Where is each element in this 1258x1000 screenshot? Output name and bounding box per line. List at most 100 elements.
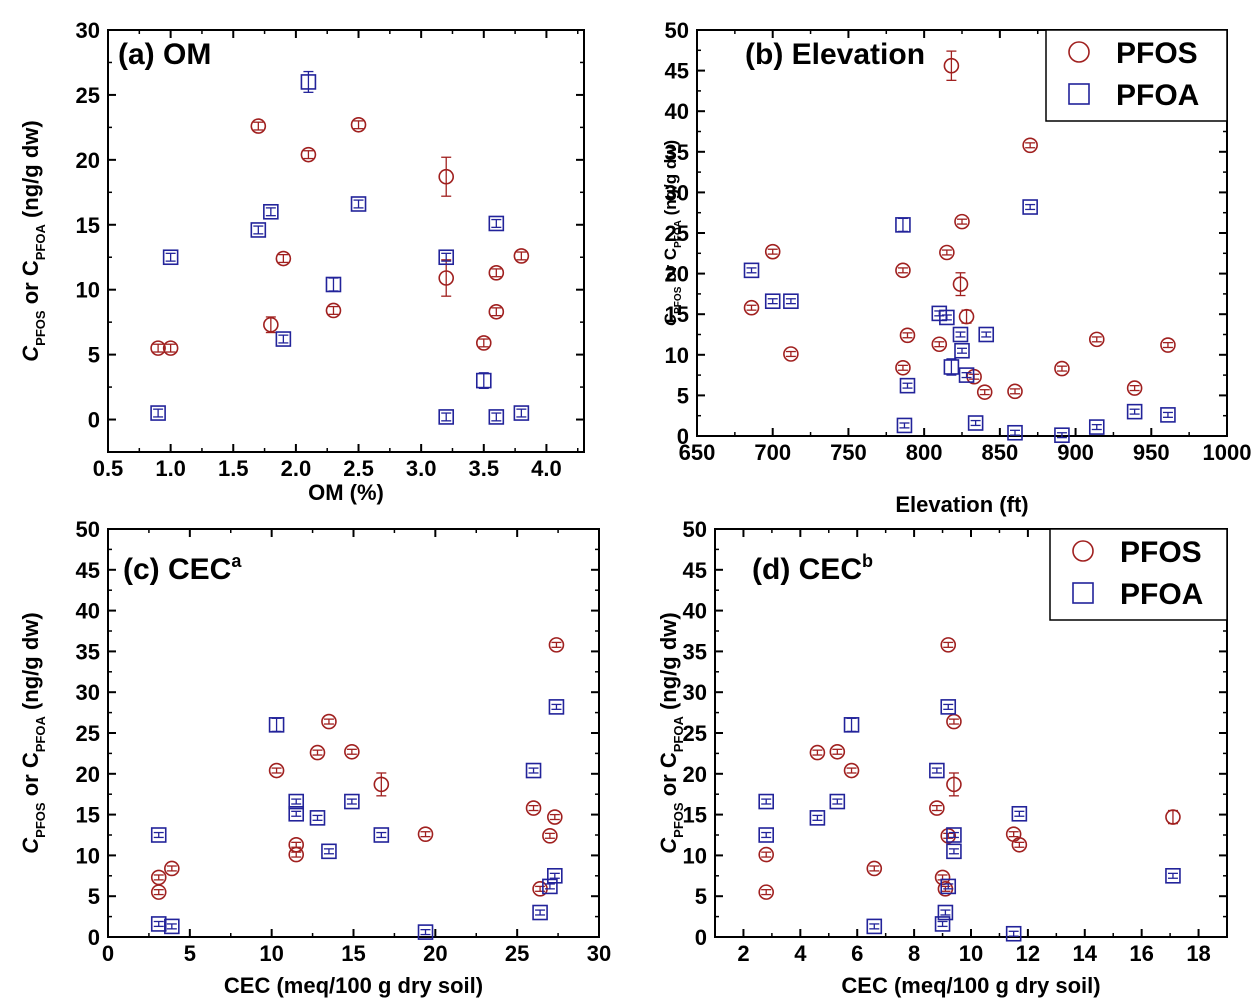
x-tick-label: 10: [259, 941, 283, 966]
y-tick-label: 40: [76, 599, 100, 624]
panel-title: (d) CECb: [752, 551, 873, 586]
x-tick-label: 20: [423, 941, 447, 966]
series-pfos: [758, 637, 1181, 900]
legend-label-pfos: PFOS: [1116, 37, 1198, 70]
pfos-point: [344, 743, 360, 760]
pfos-point: [940, 637, 957, 653]
x-tick-label: 16: [1129, 941, 1153, 966]
pfoa-point: [525, 762, 542, 779]
x-tick-label: 8: [908, 941, 920, 966]
pfoa-point: [263, 203, 279, 220]
panel-title-superscript: a: [231, 551, 242, 571]
y-tick-label: 20: [665, 262, 689, 287]
pfos-point: [1007, 383, 1023, 400]
y-tick-label: 30: [76, 680, 100, 705]
pfos-point: [783, 346, 799, 362]
x-tick-label: 5: [184, 941, 196, 966]
legend: PFOS PFOA: [1049, 528, 1228, 621]
pfoa-point: [288, 793, 305, 810]
y-tick-label: 10: [683, 843, 707, 868]
y-tick-label: 0: [88, 925, 100, 950]
x-tick-label: 1.0: [155, 456, 186, 481]
series-pfoa: [150, 699, 565, 940]
pfoa-point: [268, 717, 285, 733]
pfos-point: [758, 846, 775, 863]
pfos-point: [931, 336, 948, 353]
pfoa-point: [275, 331, 292, 347]
x-tick-label: 2.5: [343, 456, 374, 481]
pfoa-point: [843, 717, 860, 733]
pfos-point: [809, 744, 826, 761]
pfoa-point: [150, 916, 167, 932]
pfos-point: [743, 299, 760, 316]
legend-marker-pfos: [1068, 41, 1090, 63]
y-tick-label: 20: [76, 148, 100, 173]
pfoa-point: [783, 293, 799, 310]
series-pfos: [743, 50, 1176, 400]
legend-marker-pfos: [1072, 540, 1094, 562]
pfos-point: [958, 308, 975, 325]
pfoa-point: [438, 409, 455, 425]
pfoa-point: [978, 326, 995, 343]
pfoa-point: [764, 293, 781, 310]
pfos-point: [475, 335, 492, 351]
pfos-point: [1011, 836, 1028, 853]
pfos-point: [268, 762, 285, 779]
pfoa-point: [866, 918, 883, 935]
pfos-point: [288, 846, 305, 863]
pfoa-point: [321, 843, 337, 860]
pfos-point: [952, 276, 969, 292]
pfoa-point: [940, 878, 957, 895]
pfoa-point: [899, 377, 916, 394]
pfoa-point: [743, 262, 760, 279]
panel-title: (c) CECa: [123, 551, 242, 586]
pfos-point: [943, 57, 960, 74]
pfos-point: [929, 800, 945, 816]
pfoa-point: [513, 405, 530, 421]
y-tick-label: 10: [76, 278, 100, 303]
pfoa-point: [946, 843, 962, 860]
pfoa-point: [1007, 424, 1023, 441]
x-tick-label: 1.5: [218, 456, 249, 481]
pfoa-point: [896, 417, 913, 434]
pfoa-point: [488, 409, 505, 425]
pfos-point: [488, 265, 505, 281]
x-tick-label: 2.0: [281, 456, 312, 481]
x-tick-label: 4.0: [531, 456, 562, 481]
y-tick-label: 15: [665, 302, 689, 327]
pfoa-point: [350, 196, 367, 212]
x-tick-label: 15: [341, 941, 365, 966]
pfoa-point: [300, 74, 317, 90]
pfos-point: [1022, 137, 1038, 154]
pfos-point: [417, 826, 434, 842]
pfos-point: [300, 146, 317, 163]
pfoa-point: [548, 699, 565, 715]
pfos-point: [438, 168, 455, 185]
x-tick-label: 950: [1133, 440, 1170, 465]
pfos-point: [895, 359, 911, 376]
y-tick-label: 30: [76, 18, 100, 43]
x-tick-label: 900: [1057, 440, 1094, 465]
pfoa-point: [475, 372, 492, 389]
pfoa-point: [542, 878, 558, 895]
x-tick-label: 10: [959, 941, 983, 966]
pfos-point: [350, 116, 367, 133]
y-tick-label: 25: [665, 221, 689, 246]
pfoa-point: [937, 904, 954, 921]
pfoa-point: [943, 359, 960, 375]
x-axis-label: CEC (meq/100 g dry soil): [224, 973, 483, 998]
y-tick-label: 45: [76, 558, 100, 583]
y-tick-label: 30: [683, 680, 707, 705]
panel-title: (a) OM: [118, 38, 211, 71]
legend-label-pfoa: PFOA: [1116, 79, 1199, 112]
y-axis-label: CPFOS or CPFOA (ng/g dw): [18, 120, 48, 361]
pfoa-point: [940, 699, 957, 715]
y-tick-label: 5: [88, 884, 100, 909]
x-tick-label: 800: [906, 440, 943, 465]
y-tick-label: 15: [76, 803, 100, 828]
legend-label-pfos: PFOS: [1120, 536, 1202, 569]
pfos-point: [843, 762, 860, 779]
panel-b: 650 700 750 800 850 900 950 1000 0 5 10 15 20 25 30 35 4…: [661, 18, 1251, 517]
y-tick-label: 25: [76, 721, 100, 746]
